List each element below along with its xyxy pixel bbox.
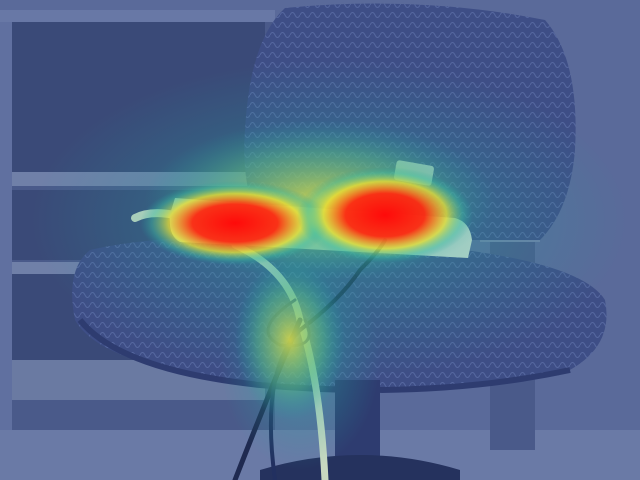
heat-hotspot — [297, 167, 473, 263]
heat-hotspot — [140, 181, 330, 265]
heatmap-overlay — [30, 60, 630, 470]
